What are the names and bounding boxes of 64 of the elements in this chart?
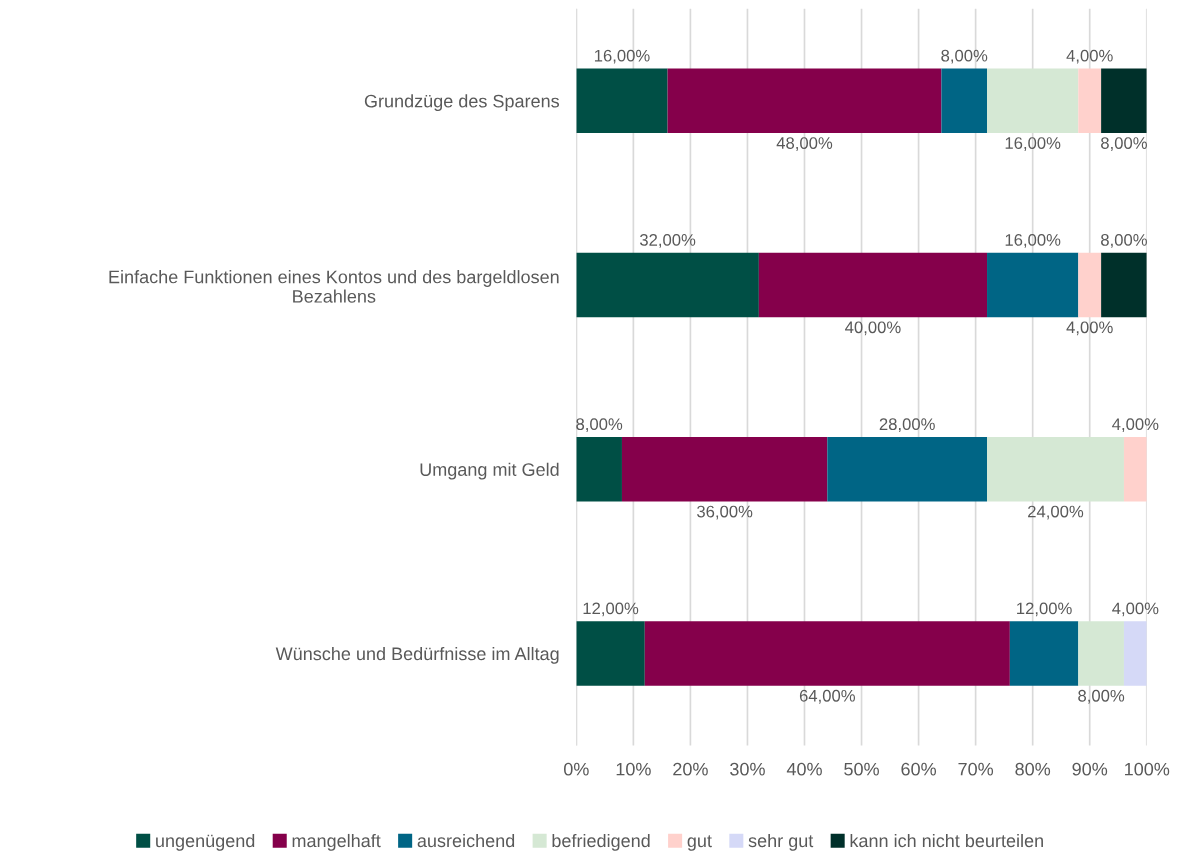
bar: [941, 68, 988, 134]
x-tick-label: 70%: [958, 762, 994, 776]
bar: [1009, 621, 1079, 686]
bar: [1078, 68, 1102, 134]
y-tick-label: Grundzüge des Sparens: [364, 94, 560, 112]
bar: [1078, 621, 1124, 686]
bar: [576, 621, 645, 686]
x-tick-label: 80%: [1015, 762, 1051, 776]
data-label: 64,00%: [799, 689, 855, 704]
x-tick-label: 90%: [1072, 762, 1108, 776]
bar: [827, 437, 988, 502]
legend-label: kann ich nicht beurteilen: [850, 833, 1043, 848]
legend-label: gut: [687, 835, 712, 851]
legend-label: ungenügend: [156, 833, 255, 851]
x-tick-label: 60%: [901, 762, 937, 776]
data-label: 40,00%: [845, 321, 901, 336]
bar: [1123, 437, 1147, 502]
bar: [621, 437, 828, 502]
legend-label: ausreichend: [417, 833, 515, 848]
data-label: 24,00%: [1028, 505, 1084, 520]
bar: [1078, 252, 1102, 318]
data-label: 48,00%: [776, 137, 833, 151]
data-label: 4,00%: [1112, 418, 1159, 433]
data-label: 4,00%: [1066, 49, 1113, 64]
data-label: 32,00%: [639, 234, 696, 248]
x-tick-label: 0%: [563, 762, 589, 776]
data-label: 16,00%: [594, 49, 650, 64]
bar: [987, 68, 1079, 134]
data-label: 8,00%: [1101, 234, 1147, 248]
data-label: 36,00%: [697, 505, 753, 520]
data-label: 8,00%: [941, 49, 988, 64]
bar: [576, 252, 759, 318]
bar: [667, 68, 942, 134]
bar: [576, 437, 622, 502]
data-label: 8,00%: [1101, 137, 1147, 151]
y-tick-label: Wünsche und Bedürfnisse im Alltag: [275, 646, 559, 664]
legend-label: mangelhaft: [292, 833, 381, 851]
x-tick-label: 10%: [616, 762, 651, 776]
bar: [644, 621, 1010, 686]
data-label: 4,00%: [1066, 321, 1113, 336]
data-label: 12,00%: [1017, 602, 1072, 617]
bar: [1123, 621, 1147, 686]
bar: [987, 437, 1124, 502]
legend-label: sehr gut: [748, 833, 814, 851]
bar: [1101, 252, 1147, 318]
bar: [1101, 68, 1147, 134]
data-label: 4,00%: [1112, 602, 1159, 617]
legend-label: befriedigend: [552, 833, 650, 851]
data-label: 12,00%: [583, 602, 639, 617]
data-label: 28,00%: [879, 418, 935, 433]
y-tick-label: Einfache Funktionen eines Kontos und des bargeldlosen Bezahlens: [109, 270, 559, 303]
bar: [576, 68, 668, 134]
bar: [758, 252, 988, 318]
x-tick-label: 20%: [673, 762, 708, 776]
data-label: 8,00%: [576, 418, 623, 433]
y-tick-label: Umgang mit Geld: [420, 462, 559, 480]
x-tick-label: 40%: [786, 762, 822, 776]
bar: [987, 252, 1079, 318]
data-label: 16,00%: [1005, 137, 1061, 151]
x-tick-label: 50%: [844, 762, 879, 776]
x-tick-label: 30%: [730, 762, 765, 776]
x-tick-label: 100%: [1125, 762, 1170, 776]
data-label: 8,00%: [1078, 689, 1125, 704]
data-label: 16,00%: [1005, 234, 1061, 248]
